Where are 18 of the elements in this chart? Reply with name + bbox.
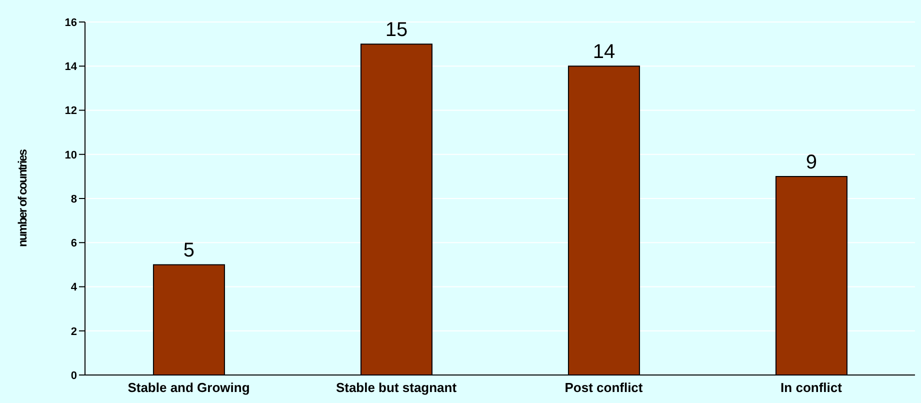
y-tick-label: 0: [70, 370, 77, 382]
y-axis-title: number of countries: [15, 148, 30, 248]
x-tick-label: Stable and Growing: [128, 380, 250, 396]
data-label: 14: [592, 41, 616, 64]
y-tick-label: 14: [64, 61, 78, 74]
x-tick-label: In conflict: [780, 380, 843, 396]
data-label: 5: [183, 240, 195, 262]
x-tick-label: Stable but stagnant: [336, 380, 458, 396]
y-tick-label: 8: [70, 193, 77, 206]
data-label: 15: [385, 19, 408, 42]
y-tick-label: 10: [64, 149, 77, 162]
y-tick-label: 16: [64, 16, 77, 29]
y-tick-label: 12: [64, 105, 77, 118]
data-label: 9: [806, 151, 818, 174]
y-tick-label: 6: [70, 238, 77, 250]
y-tick-label: 4: [70, 282, 78, 294]
x-tick-label: Post conflict: [564, 380, 644, 396]
y-tick-label: 2: [70, 326, 77, 338]
